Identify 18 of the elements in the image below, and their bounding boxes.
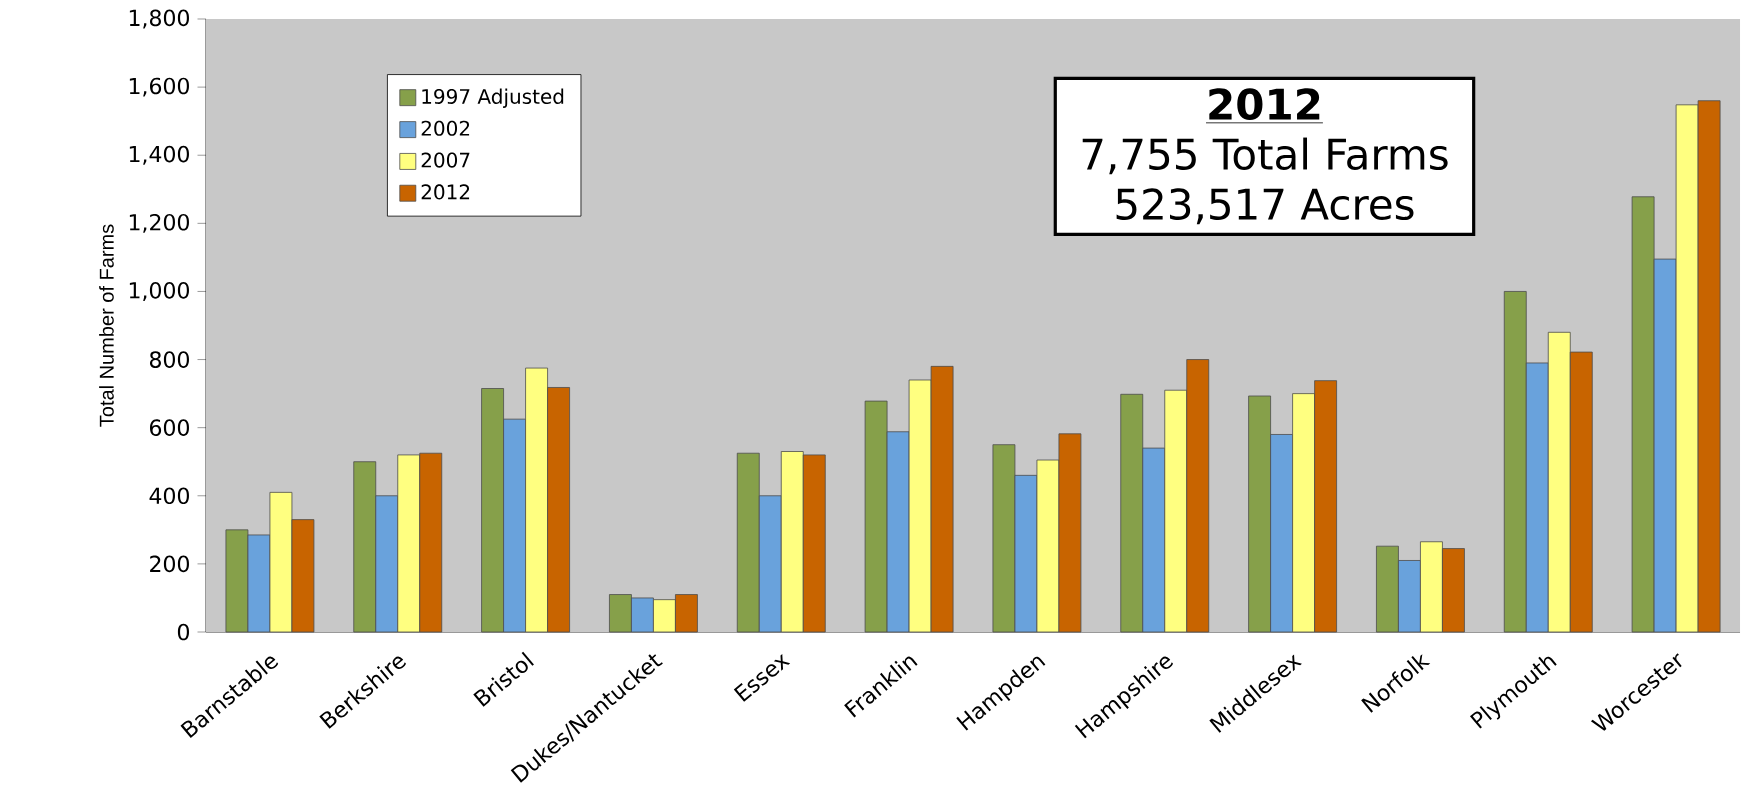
y-tick-label: 200 xyxy=(150,555,189,573)
y-tick-label: 1,400 xyxy=(129,145,189,165)
legend-label: 2002 xyxy=(421,120,470,136)
y-tick-label: 1,200 xyxy=(129,213,189,233)
legend-label: 2012 xyxy=(421,184,470,200)
y-tick-label: 1,600 xyxy=(129,77,189,97)
y-tick-label: 1,800 xyxy=(129,9,189,29)
y-axis-title: Total Number of Farms xyxy=(99,224,114,427)
y-tick-label: 800 xyxy=(149,351,189,368)
annotation: 523,517 Acres xyxy=(1116,188,1414,225)
legend-label: 2007 xyxy=(421,152,470,168)
y-tick-label: 0 xyxy=(177,623,189,641)
y-tick-label: 1,000 xyxy=(129,282,189,301)
y-tick-label: 400 xyxy=(149,487,189,505)
legend-label: 1997 Adjusted xyxy=(422,88,564,108)
annotation: 7,755 Total Farms xyxy=(1082,137,1448,175)
annotation: 2012 xyxy=(1209,88,1320,121)
y-tick-label: 600 xyxy=(150,419,189,437)
